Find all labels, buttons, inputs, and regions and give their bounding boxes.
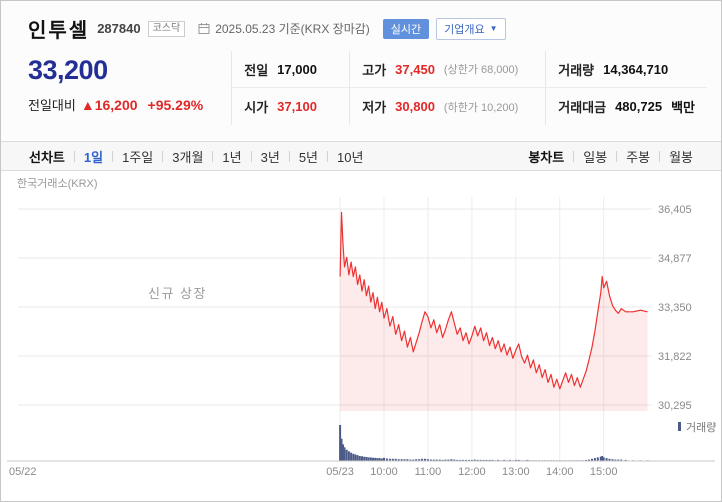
high-value: 37,450 bbox=[395, 61, 435, 77]
open-label: 시가 bbox=[244, 100, 269, 115]
svg-text:거래량: 거래량 bbox=[686, 421, 716, 434]
low-label: 저가 bbox=[362, 100, 387, 115]
svg-text:11:00: 11:00 bbox=[415, 466, 442, 478]
date-group: 2025.05.23 기준(KRX 장마감) bbox=[198, 20, 370, 37]
svg-text:10:00: 10:00 bbox=[370, 466, 398, 478]
stock-header: 인투셀 287840 코스닥 2025.05.23 기준(KRX 장마감) 실시… bbox=[1, 1, 721, 141]
current-price: 33,200 bbox=[28, 55, 108, 85]
tab-monthly-candle[interactable]: 월봉 bbox=[669, 149, 693, 165]
svg-text:33,350: 33,350 bbox=[658, 302, 692, 314]
price-change-line: 전일대비 ▲16,200 +95.29% bbox=[28, 95, 231, 114]
tab-3year[interactable]: 3년 bbox=[260, 149, 280, 165]
separator bbox=[212, 150, 214, 162]
prev-close-cell: 전일 17,000 bbox=[231, 51, 350, 88]
open-price-cell: 시가 37,100 bbox=[231, 88, 349, 125]
change-label: 전일대비 bbox=[28, 98, 76, 113]
svg-text:30,295: 30,295 bbox=[658, 400, 692, 412]
realtime-button[interactable]: 실시간 bbox=[382, 18, 430, 39]
tab-3month[interactable]: 3개월 bbox=[172, 149, 204, 165]
svg-text:36,405: 36,405 bbox=[658, 204, 692, 216]
separator bbox=[162, 150, 164, 162]
tab-1year[interactable]: 1년 bbox=[222, 149, 242, 165]
tab-daily-candle[interactable]: 일봉 bbox=[583, 149, 608, 165]
candle-chart-group: 봉차트 일봉 주봉 월봉 bbox=[528, 147, 693, 166]
chevron-down-icon: ▼ bbox=[489, 23, 498, 33]
volume-cell: 거래량 14,364,710 bbox=[545, 51, 707, 88]
tab-10year[interactable]: 10년 bbox=[337, 149, 364, 165]
open-value: 37,100 bbox=[277, 99, 317, 114]
base-date-text: 2025.05.23 기준(KRX 장마감) bbox=[215, 22, 370, 36]
tab-1week[interactable]: 1주일 bbox=[122, 149, 154, 165]
high-price-cell: 고가 37,450 (상한가 68,000) bbox=[349, 51, 546, 88]
company-overview-label: 기업개요 bbox=[444, 23, 485, 36]
low-value: 30,800 bbox=[395, 99, 435, 114]
price-info-table: 전일 17,000 고가 37,450 (상한가 68,000) 거래량 14,… bbox=[231, 51, 707, 125]
volume-label: 거래량 bbox=[558, 62, 595, 78]
volume-value: 14,364,710 bbox=[603, 61, 669, 77]
separator bbox=[288, 150, 290, 162]
svg-text:13:00: 13:00 bbox=[502, 466, 530, 478]
change-amount: 16,200 bbox=[94, 96, 138, 113]
prev-close-label: 전일 bbox=[244, 62, 269, 78]
calendar-icon bbox=[198, 23, 210, 34]
svg-text:31,822: 31,822 bbox=[658, 351, 692, 363]
chart-toolbar: 선차트 1일 1주일 3개월 1년 3년 5년 10년 봉차트 일봉 주봉 월봉 bbox=[1, 141, 721, 171]
high-label: 고가 bbox=[362, 62, 387, 78]
separator bbox=[573, 150, 575, 162]
candle-chart-category-label: 봉차트 bbox=[528, 149, 565, 165]
stock-code: 287840 bbox=[97, 21, 141, 36]
trade-amount-value: 480,725 bbox=[615, 99, 663, 114]
company-overview-button[interactable]: 기업개요 ▼ bbox=[436, 17, 506, 40]
title-row: 인투셀 287840 코스닥 2025.05.23 기준(KRX 장마감) 실시… bbox=[1, 1, 721, 47]
svg-text:한국거래소(KRX): 한국거래소(KRX) bbox=[17, 177, 98, 190]
price-chart-svg: 36,405 34,877 33,350 31,822 30,295 05/22 05/23… bbox=[7, 177, 716, 478]
upper-limit-note: (상한가 68,000) bbox=[443, 64, 519, 76]
svg-text:34,877: 34,877 bbox=[658, 253, 692, 265]
separator bbox=[112, 150, 114, 162]
separator bbox=[73, 150, 75, 162]
tab-1day[interactable]: 1일 bbox=[83, 149, 104, 165]
separator bbox=[250, 150, 252, 162]
lower-limit-note: (하한가 10,200) bbox=[443, 101, 519, 114]
svg-text:12:00: 12:00 bbox=[458, 466, 486, 478]
low-price-cell: 저가 30,800 (하한가 10,200) bbox=[349, 88, 545, 125]
stock-name: 인투셀 bbox=[28, 20, 90, 42]
tab-weekly-candle[interactable]: 주봉 bbox=[626, 149, 651, 165]
svg-text:14:00: 14:00 bbox=[546, 466, 574, 478]
svg-text:05/23: 05/23 bbox=[326, 466, 354, 478]
svg-text:05/22: 05/22 bbox=[9, 466, 37, 478]
current-price-block: 33,200 전일대비 ▲16,200 +95.29% bbox=[28, 51, 231, 125]
trade-amount-cell: 거래대금 480,725 백만 bbox=[545, 88, 707, 125]
change-value: ▲16,200 bbox=[81, 97, 138, 113]
chart-area: 36,405 34,877 33,350 31,822 30,295 05/22 05/23… bbox=[1, 171, 721, 501]
trade-amount-label: 거래대금 bbox=[558, 100, 607, 115]
svg-text:15:00: 15:00 bbox=[590, 466, 618, 478]
separator bbox=[616, 150, 618, 162]
market-badge: 코스닥 bbox=[147, 20, 186, 37]
price-row: 33,200 전일대비 ▲16,200 +95.29% 전일 17,000 고가… bbox=[1, 47, 721, 125]
prev-close-value: 17,000 bbox=[277, 61, 317, 77]
tab-5year[interactable]: 5년 bbox=[298, 149, 319, 165]
line-chart-category-label: 선차트 bbox=[29, 149, 65, 165]
change-percent: +95.29% bbox=[147, 96, 204, 113]
svg-text:신규 상장: 신규 상장 bbox=[148, 286, 207, 301]
separator bbox=[659, 150, 661, 162]
up-arrow-icon: ▲ bbox=[80, 96, 95, 113]
trade-amount-unit: 백만 bbox=[671, 100, 695, 115]
separator bbox=[327, 150, 329, 162]
